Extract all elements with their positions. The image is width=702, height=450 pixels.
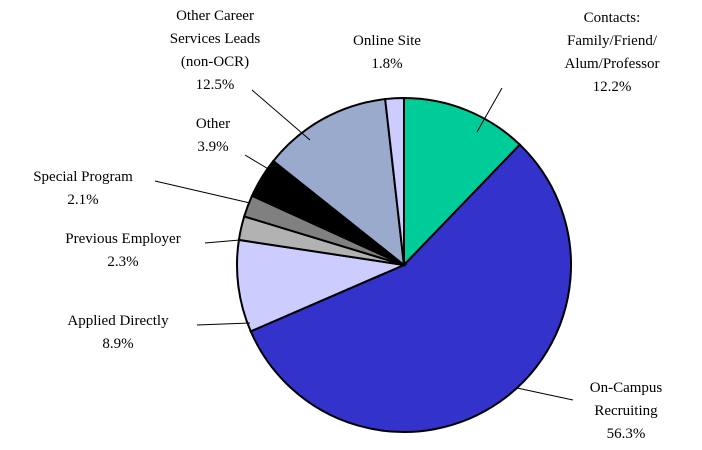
slice-label: Special Program	[33, 169, 133, 185]
slice-label: Other	[196, 116, 230, 132]
pie-slice	[384, 96, 405, 266]
slice-value-label: 12.2%	[593, 79, 632, 95]
leader-line	[251, 89, 311, 141]
slice-label: On-Campus Recruiting	[590, 380, 663, 419]
pie-slice	[271, 97, 406, 268]
pie-slice	[236, 238, 408, 333]
slice-label: Other Career Services Leads (non-OCR)	[170, 8, 261, 70]
leader-line	[154, 180, 251, 204]
slice-value-label: 12.5%	[196, 77, 235, 93]
leader-line	[516, 387, 574, 401]
leader-line	[476, 87, 503, 133]
slice-value-label: 2.3%	[107, 254, 138, 270]
pie-slice	[403, 96, 522, 268]
slice-value-label: 8.9%	[102, 336, 133, 352]
slice-value-label: 56.3%	[607, 426, 646, 442]
slice-value-label: 1.8%	[371, 56, 402, 72]
slice-label: Online Site	[353, 33, 421, 49]
leader-line	[204, 239, 241, 244]
slice-label: Previous Employer	[65, 231, 180, 247]
leader-line	[196, 322, 251, 326]
slice-value-label: 2.1%	[67, 192, 98, 208]
pie-slice	[249, 143, 572, 433]
slice-label: Applied Directly	[67, 313, 169, 329]
slice-value-label: 3.9%	[197, 139, 228, 155]
slice-label: Contacts: Family/Friend/Alum/Professor	[565, 10, 660, 72]
leader-line	[244, 154, 271, 171]
